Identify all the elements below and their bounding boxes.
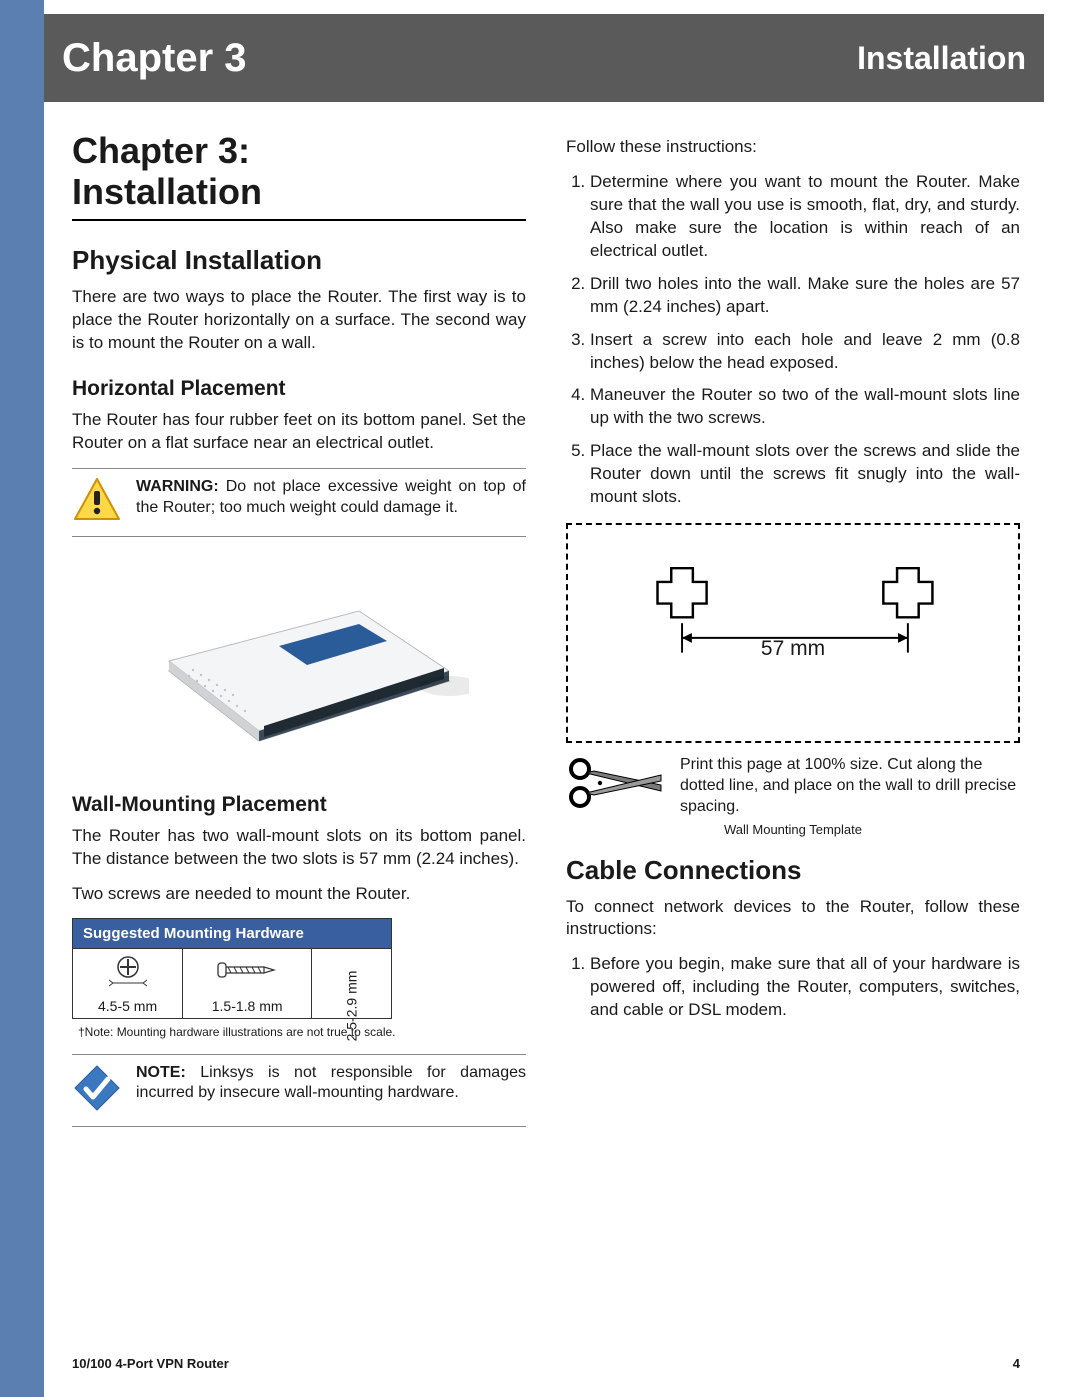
header-chapter-label: Chapter 3 [62, 36, 247, 81]
page: Chapter 3 Installation Chapter 3: Instal… [0, 0, 1080, 1397]
step-2: Drill two holes into the wall. Make sure… [590, 273, 1020, 319]
cable-intro: To connect network devices to the Router… [566, 896, 1020, 942]
hw-table-header: Suggested Mounting Hardware [73, 919, 392, 949]
hw-cell-screw-head: 4.5-5 mm [73, 949, 183, 1019]
template-caption: Wall Mounting Template [566, 822, 1020, 837]
template-diagram [568, 525, 1018, 741]
wall-paragraph-1: The Router has two wall-mount slots on i… [72, 825, 526, 871]
step-3: Insert a screw into each hole and leave … [590, 329, 1020, 375]
note-icon [72, 1063, 122, 1118]
content-area: Chapter 3: Installation Physical Install… [72, 130, 1020, 1349]
step-4: Maneuver the Router so two of the wall-m… [590, 384, 1020, 430]
page-footer: 10/100 4-Port VPN Router 4 [72, 1356, 1020, 1371]
warning-icon [72, 477, 122, 528]
hw-cell-spacing: 2.5-2.9 mm [312, 949, 392, 1019]
section-physical-installation: Physical Installation [72, 245, 526, 276]
hw-cell-screw-side: 1.5-1.8 mm [183, 949, 312, 1019]
footer-product: 10/100 4-Port VPN Router [72, 1356, 229, 1371]
cable-steps-list: Before you begin, make sure that all of … [566, 953, 1020, 1022]
scissor-text: Print this page at 100% size. Cut along … [680, 755, 1020, 817]
wall-mount-template: 57 mm [566, 523, 1020, 743]
physical-intro-paragraph: There are two ways to place the Router. … [72, 286, 526, 355]
horizontal-paragraph: The Router has four rubber feet on its b… [72, 409, 526, 455]
chapter-title: Chapter 3: Installation [72, 130, 526, 221]
header-section-label: Installation [857, 40, 1026, 77]
left-margin-stripe [0, 0, 44, 1397]
note-label: NOTE: [136, 1064, 186, 1081]
warning-label: WARNING: [136, 478, 219, 495]
scissor-instruction: Print this page at 100% size. Cut along … [566, 755, 1020, 817]
hw-label-0: 4.5-5 mm [77, 998, 178, 1014]
note-body: Linksys is not responsible for damages i… [136, 1064, 526, 1102]
step-1: Determine where you want to mount the Ro… [590, 171, 1020, 263]
note-text: NOTE: Linksys is not responsible for dam… [136, 1063, 526, 1105]
wall-paragraph-2: Two screws are needed to mount the Route… [72, 883, 526, 906]
subsection-wall-mounting: Wall-Mounting Placement [72, 793, 526, 817]
note-callout: NOTE: Linksys is not responsible for dam… [72, 1054, 526, 1127]
cable-step-1: Before you begin, make sure that all of … [590, 953, 1020, 1022]
template-dimension: 57 mm [568, 637, 1018, 661]
footer-page-number: 4 [1013, 1356, 1020, 1371]
warning-callout: WARNING: Do not place excessive weight o… [72, 468, 526, 537]
hw-footnote: †Note: Mounting hardware illustrations a… [72, 1025, 526, 1039]
mounting-hardware-table: Suggested Mounting Hardware 4.5-5 mm [72, 918, 392, 1019]
follow-instructions: Follow these instructions: [566, 136, 1020, 159]
header-bar: Chapter 3 Installation [44, 14, 1044, 102]
scissors-icon [566, 755, 666, 816]
step-5: Place the wall-mount slots over the scre… [590, 440, 1020, 509]
router-illustration [129, 551, 469, 771]
right-column: Follow these instructions: Determine whe… [566, 130, 1020, 1349]
section-cable-connections: Cable Connections [566, 855, 1020, 886]
mounting-steps-list: Determine where you want to mount the Ro… [566, 171, 1020, 509]
subsection-horizontal-placement: Horizontal Placement [72, 377, 526, 401]
screw-side-icon [212, 953, 282, 995]
hw-label-1: 1.5-1.8 mm [187, 998, 307, 1014]
warning-text: WARNING: Do not place excessive weight o… [136, 477, 526, 519]
left-column: Chapter 3: Installation Physical Install… [72, 130, 526, 1349]
screw-head-icon [103, 953, 153, 995]
hw-label-2: 2.5-2.9 mm [344, 971, 360, 1042]
